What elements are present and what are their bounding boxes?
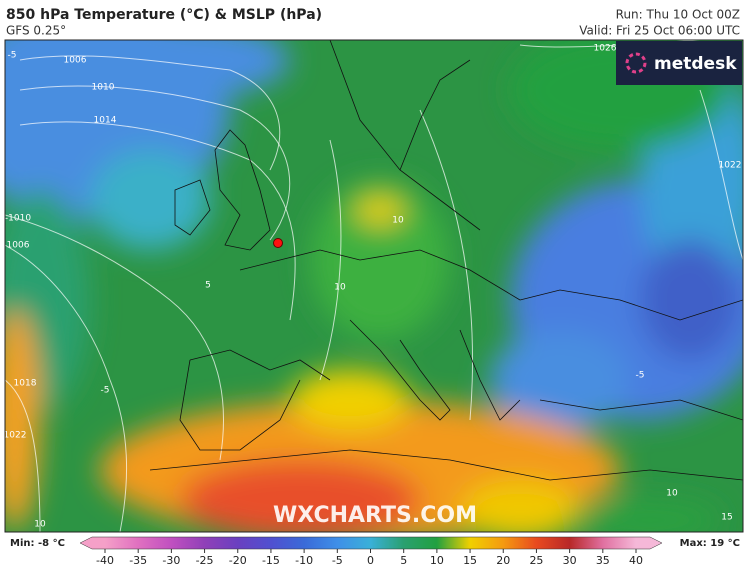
colorbar-tick-label: 15 [463,554,477,567]
min-label: Min: -8 °C [10,538,65,549]
map-frame [4,39,744,533]
isobar-label: 15 [721,513,732,523]
colorbar-tick-label: 35 [596,554,610,567]
colorbar-tick-label: -25 [196,554,214,567]
isobar-label: -5 [636,371,645,381]
colorbar [79,536,663,550]
brand-icon [625,52,647,74]
isobar-label: 1022 [4,431,27,441]
watermark: WXCHARTS.COM [273,503,477,528]
colorbar-tick-label: 25 [529,554,543,567]
isobar-label: 10 [334,283,346,293]
map-field: 100610101014-101010061018102210261022101… [4,40,743,532]
colorbar-tick-label: 5 [400,554,407,567]
colorbar-tick-label: 20 [496,554,510,567]
isobar-label: -1010 [5,214,31,224]
isobar-label: 10 [392,216,404,226]
valid: Valid: Fri 25 Oct 06:00 UTC [579,24,740,38]
isobar-label: 1010 [92,83,115,93]
colorbar-tick-label: 40 [629,554,643,567]
colorbar-tick-label: 10 [430,554,444,567]
isobar-label: -5 [8,51,17,61]
colorbar-tick-label: -20 [229,554,247,567]
location-dot [273,238,283,248]
colorbar-tick-label: -40 [96,554,114,567]
isobar-label: 1006 [7,241,30,251]
colorbar-tick-label: -5 [332,554,343,567]
brand-box [616,41,742,85]
brand: metdesk [654,54,737,74]
isobar-label: 1026 [594,44,617,54]
title: 850 hPa Temperature (°C) & MSLP (hPa) [6,7,322,23]
colorbar-tick-label: -30 [162,554,180,567]
colorbar-tick-label: -35 [129,554,147,567]
isobar-label: 5 [205,281,211,291]
isobar-label: 10 [666,489,678,499]
coastlines [149,40,743,481]
subtitle: GFS 0.25° [6,24,66,38]
isobar-label: 10 [34,520,46,530]
isobar-label: 1006 [64,56,87,66]
colorbar-tick-label: 30 [563,554,577,567]
colorbar-tick-label: -15 [262,554,280,567]
max-label: Max: 19 °C [680,538,740,549]
isobar-label: 1018 [14,379,37,389]
colorbar-tick-label: -10 [295,554,313,567]
isobars [5,40,743,532]
isobar-label: 1022 [719,161,742,171]
isobar-label: 1014 [94,116,117,126]
isobar-label: -5 [101,386,110,396]
run: Run: Thu 10 Oct 00Z [616,8,740,22]
colorbar-tick-label: 0 [367,554,374,567]
